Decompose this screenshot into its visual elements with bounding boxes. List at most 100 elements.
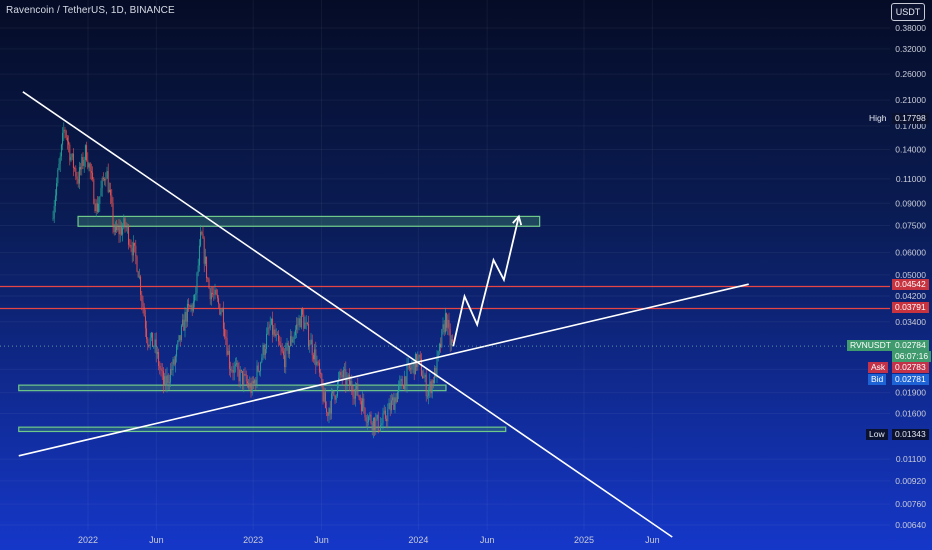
- candle-body-150: [232, 370, 234, 373]
- candle-body-323: [440, 343, 442, 348]
- candle-body-184: [273, 329, 275, 335]
- candle-body-18: [74, 168, 76, 169]
- candle-body-309: [423, 377, 425, 379]
- candle-body-162: [246, 381, 248, 384]
- candle-body-161: [245, 374, 247, 382]
- zone-box-0: [77, 215, 541, 227]
- candle-body-55: [118, 227, 120, 235]
- candle-body-124: [201, 231, 203, 235]
- candle-body-172: [258, 371, 260, 372]
- candle-body-312: [426, 395, 428, 397]
- candle-body-135: [214, 289, 216, 295]
- candle-body-218: [314, 349, 316, 360]
- currency-button[interactable]: USDT: [891, 3, 925, 21]
- candle-body-302: [414, 353, 416, 375]
- candle-body-289: [399, 380, 401, 386]
- candle-body-230: [328, 408, 330, 416]
- candle-body-179: [267, 327, 269, 334]
- candle-body-180: [268, 327, 270, 329]
- candle-body-51: [113, 225, 115, 233]
- candle-body-23: [80, 167, 82, 170]
- candle-body-284: [393, 397, 395, 410]
- candle-body-325: [442, 324, 444, 330]
- candle-body-224: [321, 373, 323, 386]
- candle-body-12: [66, 137, 68, 142]
- candle-body-8: [62, 132, 64, 145]
- y-tick-label-0: 0.38000: [895, 23, 926, 33]
- candle-body-156: [239, 369, 241, 382]
- candle-body-279: [387, 409, 389, 422]
- candle-body-90: [160, 368, 162, 371]
- candle-body-47: [108, 189, 110, 193]
- x-tick-label-7: Jun: [645, 535, 660, 545]
- time-axis[interactable]: 2022 Jun 2023 Jun 2024 Jun 2025 Jun: [78, 535, 660, 545]
- candle-body-206: [299, 318, 301, 328]
- candle-body-114: [189, 305, 191, 308]
- candle-body-320: [436, 356, 438, 378]
- candle-body-102: [174, 356, 176, 365]
- projection: [452, 214, 523, 347]
- candle-body-250: [352, 390, 354, 397]
- x-tick-label-5: Jun: [480, 535, 495, 545]
- candle-body-15: [70, 157, 72, 161]
- price-axis[interactable]: 0.38000 0.32000 0.26000 0.21000 0.17000 0.140…: [895, 23, 926, 530]
- candle-body-178: [266, 333, 268, 349]
- candle-body-332: [450, 339, 452, 346]
- candle-body-181: [269, 324, 271, 328]
- candle-body-87: [156, 352, 158, 354]
- candle-body-53: [116, 226, 118, 231]
- candle-body-186: [275, 333, 277, 337]
- candle-body-264: [369, 414, 371, 417]
- candles: [52, 122, 454, 439]
- candle-body-276: [383, 410, 385, 414]
- candle-body-79: [147, 338, 149, 346]
- candle-body-101: [173, 359, 175, 365]
- candle-body-249: [351, 381, 353, 391]
- candle-body-215: [310, 339, 312, 345]
- candle-body-4: [57, 169, 59, 184]
- candle-body-319: [435, 368, 437, 378]
- candle-body-145: [226, 338, 228, 355]
- candle-body-128: [206, 256, 208, 279]
- candle-body-262: [366, 421, 368, 423]
- candle-body-88: [158, 352, 160, 366]
- candle-body-260: [364, 408, 366, 418]
- candle-body-27: [84, 145, 86, 161]
- x-tick-label-1: Jun: [149, 535, 164, 545]
- candle-body-106: [179, 335, 181, 341]
- candle-body-171: [257, 365, 259, 372]
- candle-body-119: [195, 293, 197, 295]
- candle-body-281: [389, 402, 391, 411]
- candle-body-155: [238, 369, 240, 382]
- candle-body-96: [167, 375, 169, 383]
- candle-body-170: [256, 365, 258, 385]
- candle-body-140: [220, 311, 222, 315]
- candle-body-80: [148, 345, 150, 346]
- candle-body-37: [96, 203, 98, 212]
- candle-body-115: [190, 305, 192, 308]
- candle-body-271: [377, 414, 379, 431]
- candle-body-50: [112, 203, 114, 226]
- candle-body-34: [93, 179, 95, 204]
- candle-body-253: [356, 383, 358, 390]
- candle-body-59: [123, 218, 125, 228]
- candle-body-111: [185, 312, 187, 322]
- candle-body-269: [375, 418, 377, 430]
- resistance-tag-lower: 0.03791: [892, 302, 929, 313]
- candle-body-199: [291, 336, 293, 343]
- candle-body-69: [135, 245, 137, 257]
- candle-body-176: [263, 345, 265, 355]
- candle-body-126: [203, 238, 205, 264]
- candle-body-167: [252, 381, 254, 384]
- candle-body-263: [368, 416, 370, 422]
- candle-body-95: [166, 375, 168, 386]
- candle-body-265: [370, 414, 372, 423]
- candle-body-104: [177, 341, 179, 348]
- candle-body-32: [90, 171, 92, 173]
- candle-body-235: [334, 395, 336, 400]
- candle-body-84: [153, 346, 155, 348]
- y-tick-label-14: 0.01900: [895, 388, 926, 398]
- candle-body-287: [396, 392, 398, 403]
